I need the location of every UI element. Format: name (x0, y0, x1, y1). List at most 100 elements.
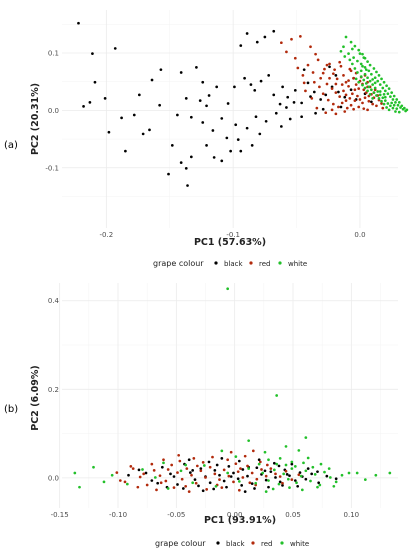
point-black (267, 74, 271, 77)
point-black (184, 96, 188, 100)
point-white (153, 476, 157, 479)
point-black (220, 117, 224, 120)
point-white (162, 461, 165, 465)
point-black (172, 475, 176, 478)
point-white (353, 67, 357, 70)
point-black (213, 469, 217, 472)
point-white (271, 487, 275, 491)
point-white (272, 468, 276, 472)
legend-key-white-a (278, 261, 282, 265)
point-black (169, 472, 172, 476)
point-white (247, 467, 251, 470)
point-red (227, 474, 231, 478)
point-red (278, 475, 282, 478)
point-red (185, 467, 189, 470)
point-red (159, 481, 163, 485)
point-white (351, 47, 354, 51)
point-black (234, 123, 238, 127)
point-white (264, 490, 268, 493)
point-black (201, 489, 205, 493)
point-white (179, 469, 183, 473)
point-white (342, 45, 345, 49)
point-red (265, 463, 269, 467)
point-red (180, 477, 184, 481)
point-white (202, 464, 206, 467)
point-white (73, 471, 77, 475)
point-white (304, 436, 308, 439)
point-red (319, 76, 323, 80)
point-black (316, 470, 319, 474)
legend-key-red-b (251, 541, 255, 545)
point-white (368, 92, 372, 96)
point-white (353, 44, 357, 48)
point-red (290, 478, 294, 482)
legend-label-white-b: white (290, 540, 309, 548)
point-white (359, 69, 363, 73)
point-white (354, 77, 358, 81)
point-black (285, 106, 288, 109)
point-black (141, 132, 145, 136)
point-red (345, 106, 349, 110)
point-black (218, 473, 221, 477)
point-red (213, 472, 217, 476)
point-white (226, 287, 230, 291)
legend-title-b: grape colour (155, 539, 206, 548)
point-red (136, 485, 140, 489)
point-black (199, 467, 203, 470)
point-black (286, 95, 290, 99)
point-white (373, 86, 377, 90)
point-black (293, 479, 297, 482)
point-white (343, 55, 347, 58)
point-red (251, 449, 255, 453)
point-black (113, 47, 117, 50)
legend-label-red-b: red (261, 540, 272, 548)
point-red (321, 71, 325, 75)
point-black (274, 476, 277, 479)
point-white (297, 449, 301, 452)
point-white (364, 82, 368, 85)
point-black (144, 471, 148, 475)
point-white (397, 101, 401, 104)
point-red (145, 483, 149, 487)
point-white (358, 52, 362, 55)
point-white (302, 461, 305, 465)
point-black (259, 79, 263, 83)
point-red (356, 94, 359, 98)
point-black (272, 93, 276, 97)
point-red (234, 462, 238, 466)
legend-a: grape colour black red white (153, 259, 307, 268)
point-black (225, 485, 228, 489)
point-white (373, 81, 377, 85)
point-black (317, 481, 321, 485)
y-axis-title-b: PC2 (6.09%) (30, 365, 41, 431)
point-white (295, 481, 298, 485)
point-black (302, 68, 306, 72)
x-tick-label: 0.10 (344, 511, 360, 519)
point-red (301, 74, 305, 77)
point-black (278, 102, 282, 106)
point-white (348, 58, 352, 62)
grid-a (62, 10, 398, 228)
point-red (241, 476, 245, 479)
point-white (284, 445, 288, 448)
point-red (297, 473, 301, 477)
point-black (211, 129, 215, 132)
point-white (334, 480, 338, 484)
point-black (82, 105, 85, 108)
point-white (318, 483, 322, 487)
point-white (383, 89, 387, 93)
point-white (381, 96, 385, 100)
point-red (344, 80, 348, 84)
point-red (347, 84, 350, 88)
point-red (264, 474, 268, 478)
point-black (293, 88, 297, 92)
point-white (357, 48, 361, 52)
point-red (306, 63, 310, 67)
point-red (236, 470, 240, 474)
point-white (328, 476, 332, 479)
point-white (359, 62, 363, 66)
point-black (292, 101, 296, 104)
point-black (243, 76, 246, 80)
point-white (389, 104, 392, 108)
point-red (258, 460, 262, 464)
